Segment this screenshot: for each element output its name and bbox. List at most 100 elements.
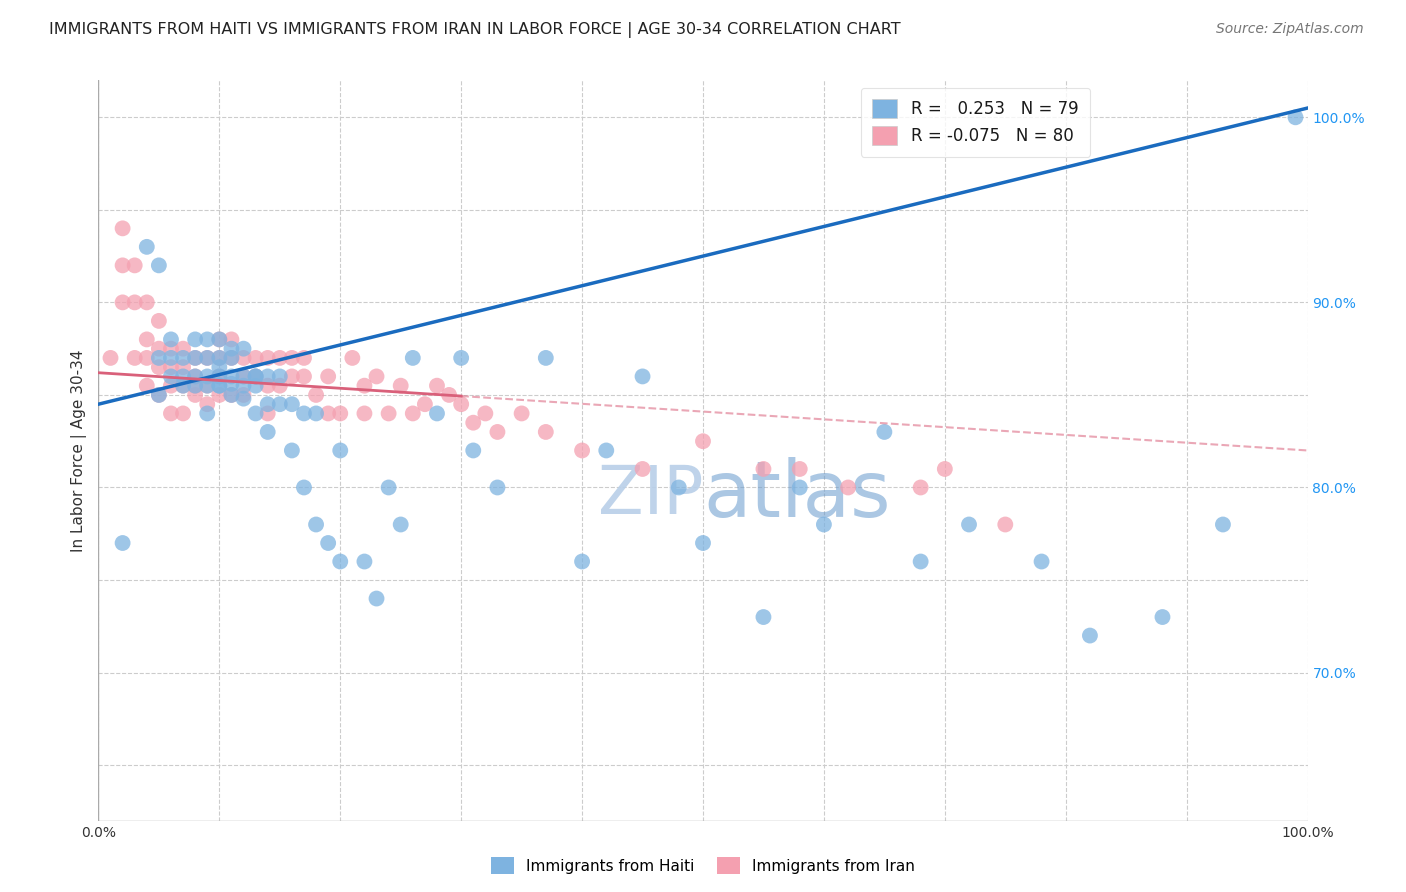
Point bbox=[111, 536, 134, 550]
Legend: R =   0.253   N = 79, R = -0.075   N = 80: R = 0.253 N = 79, R = -0.075 N = 80 bbox=[860, 87, 1090, 157]
Point bbox=[789, 480, 811, 494]
Point bbox=[316, 536, 339, 550]
Point bbox=[160, 332, 183, 346]
Point bbox=[148, 388, 170, 402]
Point bbox=[1031, 554, 1053, 569]
Point bbox=[595, 443, 617, 458]
Point bbox=[184, 351, 207, 365]
Point bbox=[813, 517, 835, 532]
Point bbox=[148, 360, 170, 375]
Point bbox=[329, 407, 352, 421]
Point bbox=[232, 378, 254, 392]
Point bbox=[256, 397, 278, 411]
Point bbox=[256, 351, 278, 365]
Text: Source: ZipAtlas.com: Source: ZipAtlas.com bbox=[1216, 22, 1364, 37]
Point bbox=[692, 434, 714, 449]
Point bbox=[208, 332, 231, 346]
Point bbox=[232, 351, 254, 365]
Point bbox=[752, 610, 775, 624]
Point bbox=[426, 378, 449, 392]
Point bbox=[1212, 517, 1234, 532]
Point bbox=[221, 351, 243, 365]
Point bbox=[316, 407, 339, 421]
Point bbox=[111, 295, 134, 310]
Text: atlas: atlas bbox=[703, 457, 890, 533]
Point bbox=[631, 369, 654, 384]
Point bbox=[450, 351, 472, 365]
Point bbox=[172, 369, 194, 384]
Point bbox=[256, 407, 278, 421]
Point bbox=[342, 351, 364, 365]
Point bbox=[135, 332, 157, 346]
Point bbox=[221, 388, 243, 402]
Point bbox=[172, 378, 194, 392]
Point bbox=[353, 407, 375, 421]
Text: IMMIGRANTS FROM HAITI VS IMMIGRANTS FROM IRAN IN LABOR FORCE | AGE 30-34 CORRELA: IMMIGRANTS FROM HAITI VS IMMIGRANTS FROM… bbox=[49, 22, 901, 38]
Point bbox=[366, 369, 388, 384]
Point bbox=[486, 425, 509, 439]
Point bbox=[463, 443, 485, 458]
Point bbox=[1078, 629, 1101, 643]
Point bbox=[232, 369, 254, 384]
Point bbox=[221, 332, 243, 346]
Y-axis label: In Labor Force | Age 30-34: In Labor Force | Age 30-34 bbox=[72, 349, 87, 552]
Point bbox=[571, 554, 593, 569]
Point bbox=[208, 351, 231, 365]
Point bbox=[172, 351, 194, 365]
Point bbox=[245, 378, 267, 392]
Point bbox=[402, 351, 425, 365]
Point bbox=[184, 332, 207, 346]
Point bbox=[281, 351, 304, 365]
Point bbox=[474, 407, 496, 421]
Point bbox=[160, 360, 183, 375]
Point bbox=[172, 378, 194, 392]
Point bbox=[269, 397, 291, 411]
Point bbox=[1284, 111, 1306, 125]
Point bbox=[160, 369, 183, 384]
Point bbox=[124, 351, 146, 365]
Point bbox=[305, 517, 328, 532]
Point bbox=[510, 407, 533, 421]
Point bbox=[281, 397, 304, 411]
Point bbox=[934, 462, 956, 476]
Point bbox=[631, 462, 654, 476]
Point bbox=[135, 351, 157, 365]
Point bbox=[377, 407, 399, 421]
Point bbox=[208, 360, 231, 375]
Point bbox=[329, 443, 352, 458]
Point bbox=[124, 295, 146, 310]
Point bbox=[389, 517, 412, 532]
Point bbox=[437, 388, 460, 402]
Point bbox=[208, 369, 231, 384]
Point bbox=[195, 378, 218, 392]
Point bbox=[413, 397, 436, 411]
Point bbox=[463, 416, 485, 430]
Point bbox=[100, 351, 122, 365]
Point bbox=[172, 342, 194, 356]
Point bbox=[245, 369, 267, 384]
Point bbox=[208, 378, 231, 392]
Point bbox=[752, 462, 775, 476]
Point bbox=[208, 369, 231, 384]
Point bbox=[426, 407, 449, 421]
Point bbox=[195, 378, 218, 392]
Point bbox=[195, 407, 218, 421]
Point bbox=[111, 258, 134, 272]
Point bbox=[353, 554, 375, 569]
Point bbox=[571, 443, 593, 458]
Point bbox=[135, 240, 157, 254]
Point bbox=[256, 425, 278, 439]
Legend: Immigrants from Haiti, Immigrants from Iran: Immigrants from Haiti, Immigrants from I… bbox=[485, 851, 921, 880]
Point bbox=[305, 388, 328, 402]
Point bbox=[245, 369, 267, 384]
Point bbox=[873, 425, 896, 439]
Point bbox=[172, 407, 194, 421]
Point bbox=[269, 351, 291, 365]
Point bbox=[184, 378, 207, 392]
Point bbox=[184, 378, 207, 392]
Point bbox=[111, 221, 134, 235]
Point bbox=[221, 351, 243, 365]
Point bbox=[281, 369, 304, 384]
Text: ZIP: ZIP bbox=[598, 462, 703, 528]
Point bbox=[329, 554, 352, 569]
